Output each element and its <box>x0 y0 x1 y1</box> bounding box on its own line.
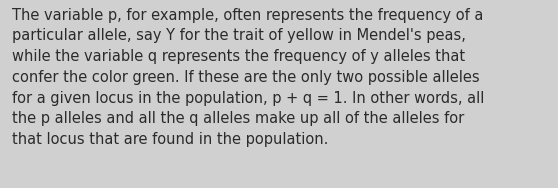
Text: The variable p, for example, often represents the frequency of a
particular alle: The variable p, for example, often repre… <box>12 8 485 147</box>
